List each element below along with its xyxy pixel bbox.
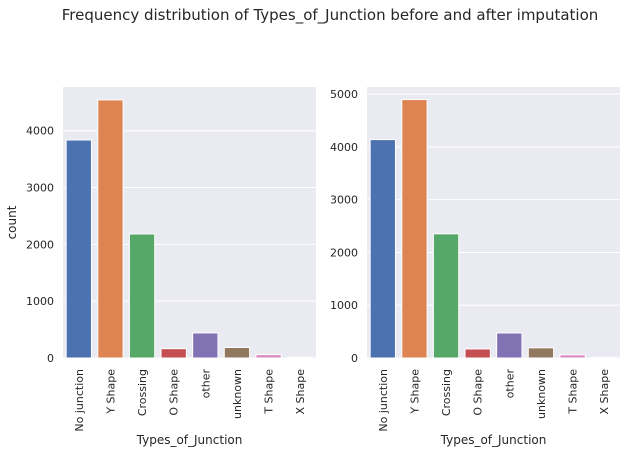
bar-o-shape (464, 348, 491, 359)
x-tick-label: Crossing (440, 369, 453, 416)
y-tick-label: 2000 (26, 238, 54, 251)
axes-before-imputation: 0 1000 2000 3000 4000 No junction Y Shape Cross… (5, 87, 316, 447)
y-tick-label: 5000 (330, 88, 358, 101)
x-tick-label: X Shape (598, 369, 611, 415)
axes-after-imputation: 0 1000 2000 3000 4000 5000 No junction Y Shape C… (330, 87, 620, 447)
y-tick-label: 4000 (330, 141, 358, 154)
bar-crossing (128, 233, 156, 359)
x-tick-label: X Shape (294, 369, 307, 415)
x-tick-label: unknown (535, 369, 548, 419)
y-tick-label: 0 (351, 352, 358, 365)
bar-t-shape (255, 354, 282, 359)
y-tick-label: 0 (47, 352, 54, 365)
y-tick-label: 3000 (330, 194, 358, 207)
x-tick-label: O Shape (168, 369, 181, 416)
bar-t-shape (559, 354, 586, 359)
x-axis-label: Types_of_Junction (440, 433, 547, 447)
y-tick-label: 4000 (26, 125, 54, 138)
bar-crossing (432, 233, 460, 359)
x-tick-label: Y Shape (408, 369, 421, 415)
bar-y-shape (401, 99, 428, 359)
bar-y-shape (97, 99, 124, 359)
figure-suptitle: Frequency distribution of Types_of_Junct… (62, 6, 599, 25)
y-axis-label: count (5, 205, 19, 239)
x-axis-label: Types_of_Junction (136, 433, 243, 447)
x-tick-label: other (199, 369, 212, 399)
x-tick-label: Crossing (136, 369, 149, 416)
bar-unknown (527, 347, 555, 359)
bar-no-junction (65, 139, 92, 359)
x-tick-label: O Shape (472, 369, 485, 416)
x-tick-label: unknown (231, 369, 244, 419)
bar-other (496, 332, 523, 359)
bar-no-junction (369, 139, 396, 359)
x-tick-label: other (503, 369, 516, 399)
bar-other (192, 332, 219, 359)
y-tick-label: 3000 (26, 182, 54, 195)
x-tick-label: T Shape (567, 369, 580, 415)
y-tick-label: 2000 (330, 246, 358, 259)
bar-o-shape (160, 348, 187, 359)
x-tick-label: No junction (377, 369, 390, 432)
bar-unknown (223, 346, 251, 359)
x-tick-label: T Shape (263, 369, 276, 415)
y-tick-label: 1000 (26, 295, 54, 308)
bar-x-shape (287, 356, 314, 359)
x-tick-label: Y Shape (104, 369, 117, 415)
y-tick-label: 1000 (330, 299, 358, 312)
x-tick-label: No junction (73, 369, 86, 432)
bar-x-shape (591, 356, 618, 359)
